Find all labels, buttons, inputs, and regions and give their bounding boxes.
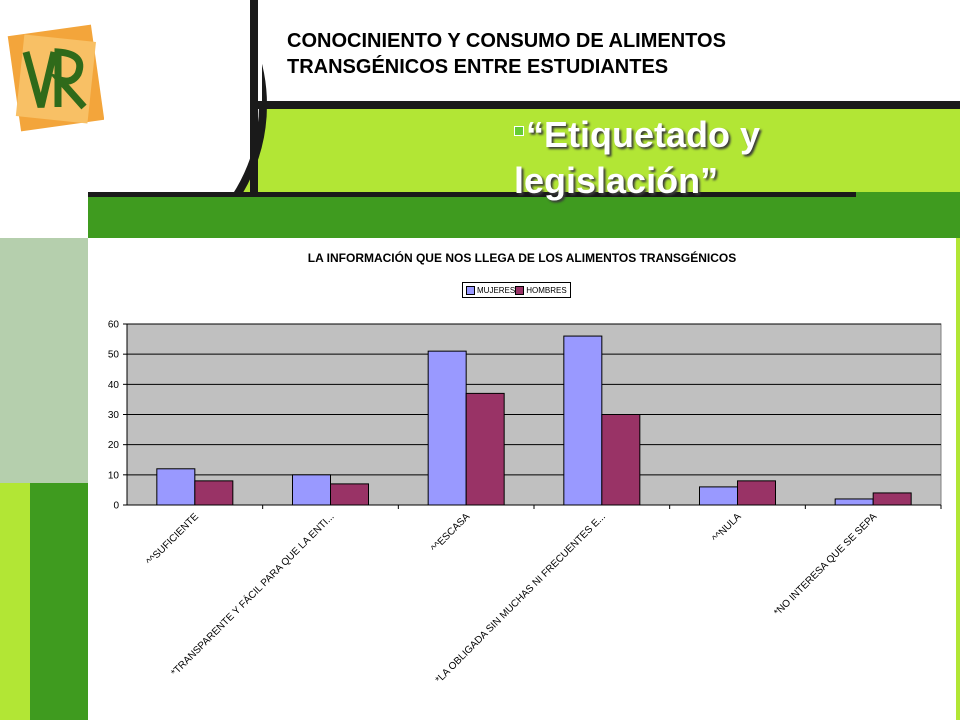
y-tick-label: 0 bbox=[113, 501, 119, 512]
decor-horizontal-line bbox=[258, 101, 960, 109]
bar-mujeres-5 bbox=[834, 498, 874, 506]
bar-hombres-4 bbox=[737, 480, 776, 506]
x-tick-label: *NO INTERESA QUE SE SEPA bbox=[772, 511, 879, 618]
legend-label-hombres: HOMBRES bbox=[526, 285, 567, 295]
bar-mujeres-0 bbox=[156, 468, 196, 506]
chart-panel: LA INFORMACIÓN QUE NOS LLEGA DE LOS ALIM… bbox=[88, 238, 956, 720]
x-tick-label: ^^SUFICIENTE bbox=[144, 511, 201, 568]
logo bbox=[6, 12, 105, 140]
x-tick-label: *TRANSPARENTE Y FÁCIL PARA QUE LA ENTI..… bbox=[168, 510, 337, 679]
legend-swatch-mujeres bbox=[466, 285, 475, 295]
bar-hombres-3 bbox=[601, 414, 641, 506]
y-tick-label: 50 bbox=[108, 350, 120, 361]
bar-hombres-0 bbox=[194, 480, 234, 506]
chart-title: LA INFORMACIÓN QUE NOS LLEGA DE LOS ALIM… bbox=[307, 251, 737, 265]
decor-green-band bbox=[88, 192, 960, 238]
y-tick-label: 40 bbox=[108, 380, 120, 391]
legend-item-hombres: HOMBRES bbox=[515, 285, 567, 295]
bar-hombres-1 bbox=[330, 483, 369, 506]
decor-band-line bbox=[88, 192, 856, 197]
legend-swatch-hombres bbox=[515, 285, 525, 295]
y-tick-label: 60 bbox=[108, 320, 120, 331]
slide-title: CONOCINIENTO Y CONSUMO DE ALIMENTOS TRAN… bbox=[287, 30, 726, 78]
bullet-icon bbox=[514, 126, 524, 136]
y-tick-label: 20 bbox=[108, 440, 120, 451]
y-tick-label: 30 bbox=[108, 410, 120, 421]
x-tick-label: ^^NULA bbox=[710, 511, 744, 545]
chart-plot: 0 10 20 30 40 50 60 ^^SUFICIENTE*TRANSPARENTE Y… bbox=[108, 320, 942, 686]
y-tick-label: 10 bbox=[108, 470, 120, 481]
decor-green-panel bbox=[30, 483, 88, 720]
legend-label-mujeres: MUJERES bbox=[477, 285, 516, 295]
x-tick-label: ^^ESCASA bbox=[429, 511, 472, 554]
bar-mujeres-1 bbox=[292, 474, 331, 506]
bar-hombres-5 bbox=[872, 492, 912, 506]
slide-subtitle-text: “Etiquetado y legislación” bbox=[514, 114, 761, 201]
decor-sage-panel bbox=[0, 238, 88, 483]
legend-item-mujeres: MUJERES bbox=[466, 285, 516, 295]
decor-lime-strip bbox=[0, 483, 30, 720]
bar-mujeres-2 bbox=[427, 350, 467, 506]
x-tick-label: *LA OBLIGADA SIN MUCHAS NI FRECUENTES E.… bbox=[434, 511, 608, 685]
chart-legend: MUJERES HOMBRES bbox=[462, 282, 571, 298]
bar-hombres-2 bbox=[465, 392, 505, 506]
logo-graphic bbox=[7, 24, 105, 132]
slide-subtitle: “Etiquetado y legislación” bbox=[514, 112, 874, 204]
bar-mujeres-3 bbox=[563, 335, 603, 506]
bar-mujeres-4 bbox=[699, 486, 738, 506]
